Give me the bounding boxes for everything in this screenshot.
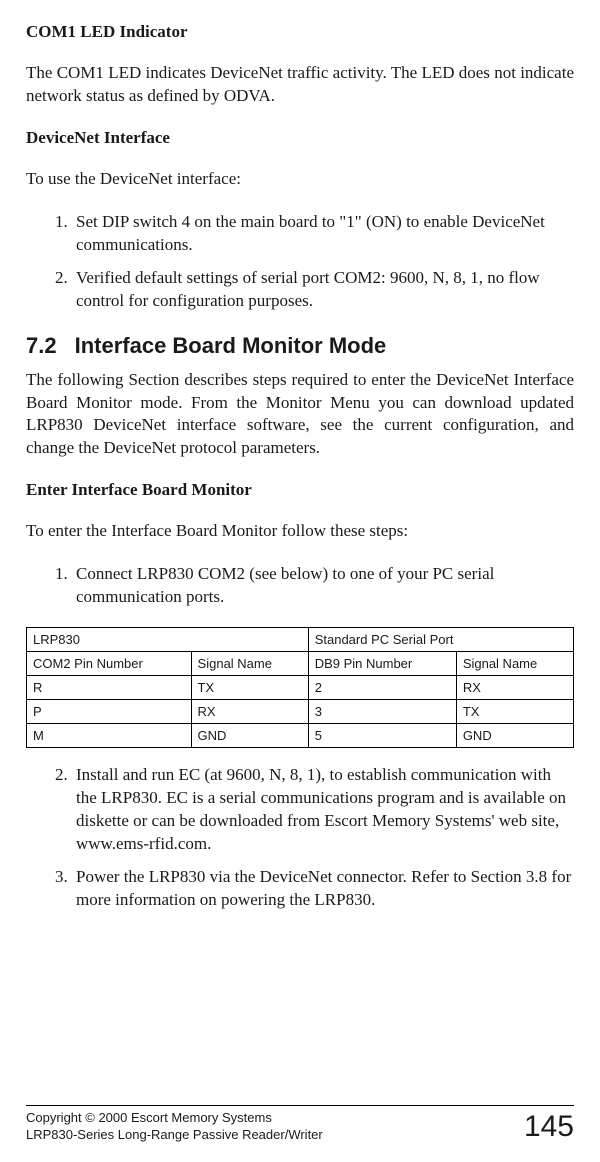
footer-text: Copyright © 2000 Escort Memory Systems L… <box>26 1110 323 1144</box>
table-cell: TX <box>191 676 308 700</box>
section-title: Interface Board Monitor Mode <box>75 333 387 358</box>
intro-enter-monitor: To enter the Interface Board Monitor fol… <box>26 520 574 543</box>
table-cell: RX <box>191 700 308 724</box>
table-cell: COM2 Pin Number <box>27 652 192 676</box>
list-enter-monitor: Connect LRP830 COM2 (see below) to one o… <box>26 563 574 609</box>
list-item: Install and run EC (at 9600, N, 8, 1), t… <box>72 764 574 856</box>
table-row: COM2 Pin Number Signal Name DB9 Pin Numb… <box>27 652 574 676</box>
heading-devicenet-interface: DeviceNet Interface <box>26 128 574 148</box>
table-cell: P <box>27 700 192 724</box>
heading-com1-led: COM1 LED Indicator <box>26 22 574 42</box>
table-row: P RX 3 TX <box>27 700 574 724</box>
table-row: M GND 5 GND <box>27 724 574 748</box>
table-cell: 3 <box>308 700 456 724</box>
heading-interface-board-monitor-mode: 7.2 Interface Board Monitor Mode <box>26 333 574 359</box>
page-footer: Copyright © 2000 Escort Memory Systems L… <box>26 1105 574 1144</box>
table-cell: M <box>27 724 192 748</box>
table-cell: Signal Name <box>191 652 308 676</box>
table-cell: GND <box>191 724 308 748</box>
list-enter-monitor-cont: Install and run EC (at 9600, N, 8, 1), t… <box>26 764 574 912</box>
table-cell: DB9 Pin Number <box>308 652 456 676</box>
page-number: 145 <box>524 1110 574 1144</box>
table-cell: 2 <box>308 676 456 700</box>
list-devicenet-steps: Set DIP switch 4 on the main board to "1… <box>26 211 574 313</box>
table-cell: GND <box>456 724 573 748</box>
list-item: Power the LRP830 via the DeviceNet conne… <box>72 866 574 912</box>
heading-enter-monitor: Enter Interface Board Monitor <box>26 480 574 500</box>
body-interface-board-monitor-mode: The following Section describes steps re… <box>26 369 574 461</box>
table-cell: R <box>27 676 192 700</box>
table-row: LRP830 Standard PC Serial Port <box>27 628 574 652</box>
page: COM1 LED Indicator The COM1 LED indicate… <box>0 0 600 1162</box>
table-cell: LRP830 <box>27 628 309 652</box>
pinout-table: LRP830 Standard PC Serial Port COM2 Pin … <box>26 627 574 748</box>
table-cell: 5 <box>308 724 456 748</box>
body-com1-led: The COM1 LED indicates DeviceNet traffic… <box>26 62 574 108</box>
footer-copyright: Copyright © 2000 Escort Memory Systems <box>26 1110 323 1127</box>
table-cell: RX <box>456 676 573 700</box>
intro-devicenet-interface: To use the DeviceNet interface: <box>26 168 574 191</box>
table-cell: TX <box>456 700 573 724</box>
list-item: Verified default settings of serial port… <box>72 267 574 313</box>
table-row: R TX 2 RX <box>27 676 574 700</box>
table-cell: Standard PC Serial Port <box>308 628 573 652</box>
list-item: Set DIP switch 4 on the main board to "1… <box>72 211 574 257</box>
table-cell: Signal Name <box>456 652 573 676</box>
list-item: Connect LRP830 COM2 (see below) to one o… <box>72 563 574 609</box>
footer-product: LRP830-Series Long-Range Passive Reader/… <box>26 1127 323 1144</box>
section-number: 7.2 <box>26 333 57 359</box>
